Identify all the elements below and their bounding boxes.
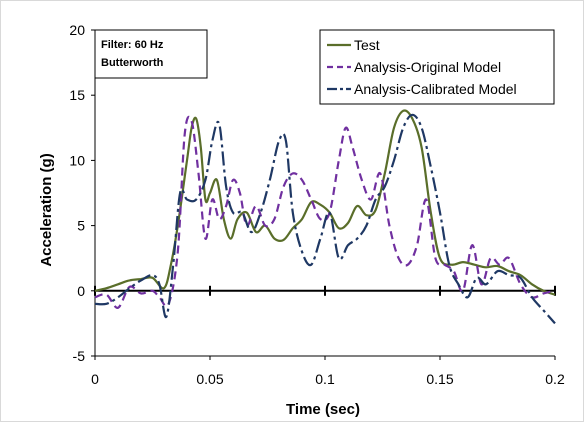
- series-line-0: [94, 109, 556, 296]
- x-tick-label: 0.15: [426, 371, 453, 387]
- plot-area: -5 0 5 10 15 20 0 0.05 0.1 0.15 0.2: [69, 22, 565, 387]
- x-tick-label: 0: [91, 371, 99, 387]
- legend-box: [319, 29, 555, 105]
- x-axis-title: Time (sec): [286, 401, 360, 418]
- filter-note-box: [94, 29, 208, 79]
- x-tick-label: 0.05: [196, 371, 223, 387]
- series-line-2: [94, 113, 556, 325]
- series-lines: [94, 109, 556, 325]
- filter-note-line-2: Butterworth: [101, 57, 164, 69]
- filter-note-line-1: Filter: 60 Hz: [101, 39, 164, 51]
- y-axis-title: Acceleration (g): [38, 153, 55, 266]
- y-tick-label: 15: [69, 87, 85, 103]
- x-ticks: 0 0.05 0.1 0.15 0.2: [91, 356, 565, 387]
- legend-label-1: Analysis-Original Model: [354, 59, 501, 75]
- y-tick-label: 10: [69, 152, 85, 168]
- y-ticks: -5 0 5 10 15 20: [69, 22, 95, 364]
- x-tick-label: 0.2: [545, 371, 565, 387]
- legend: Test Analysis-Original Model Analysis-Cali…: [319, 29, 555, 105]
- y-tick-label: -5: [73, 348, 86, 364]
- x-tick-label: 0.1: [315, 371, 335, 387]
- filter-note: Filter: 60 Hz Butterworth: [94, 29, 208, 79]
- y-tick-label: 5: [77, 218, 85, 234]
- series-line-1: [94, 115, 556, 309]
- legend-label-2: Analysis-Calibrated Model: [354, 81, 517, 97]
- y-tick-label: 0: [77, 283, 85, 299]
- legend-label-0: Test: [354, 37, 380, 53]
- y-tick-label: 20: [69, 22, 85, 38]
